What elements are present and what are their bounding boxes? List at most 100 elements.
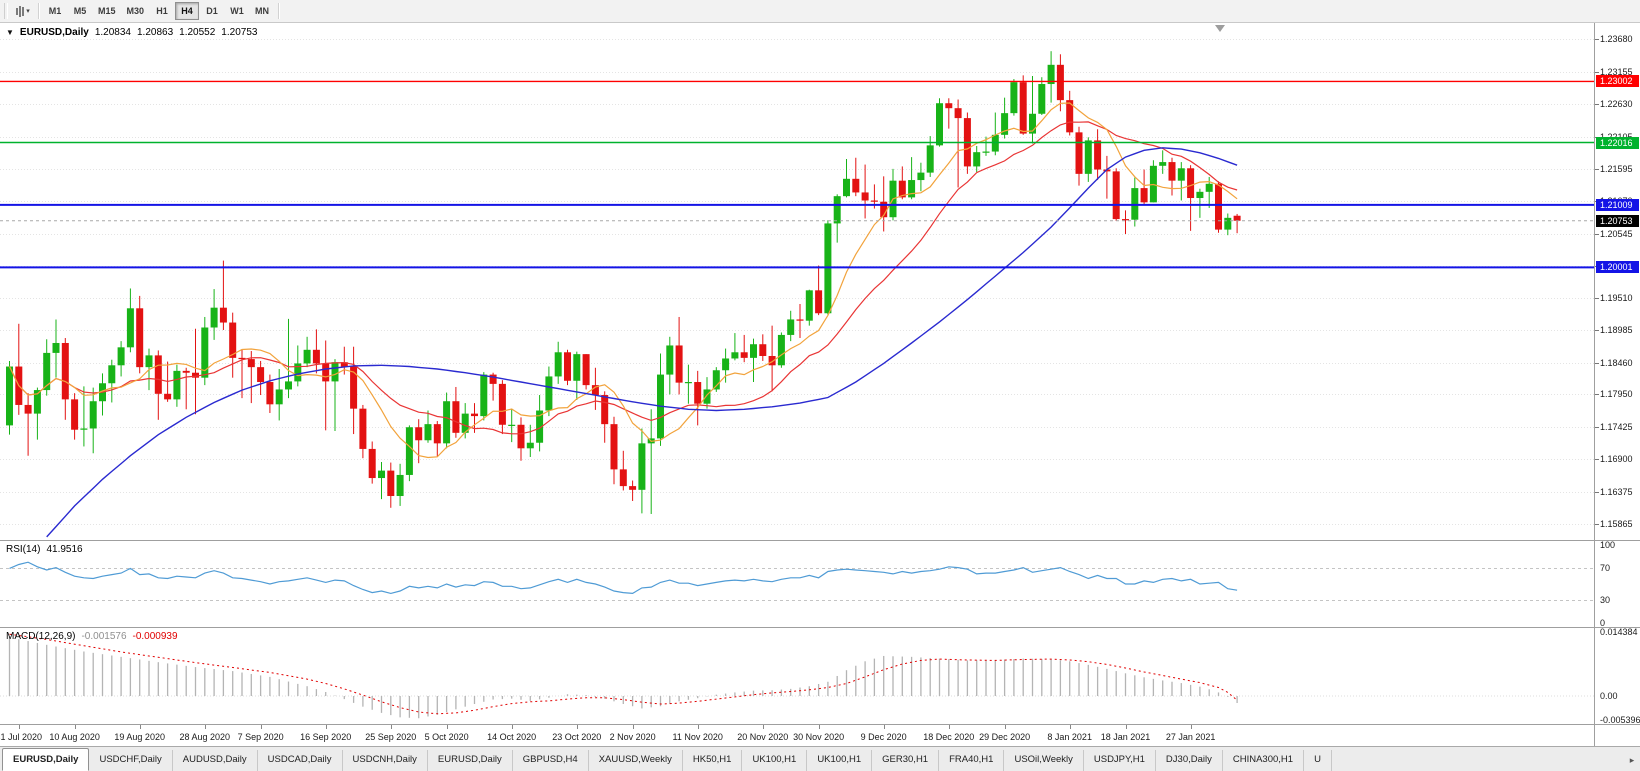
price-tick: 1.23155	[1600, 66, 1633, 77]
axis-corner	[1594, 725, 1640, 746]
date-label: 11 Nov 2020	[672, 732, 723, 742]
date-tickmark	[446, 725, 448, 729]
timeframe-button-h1[interactable]: H1	[150, 2, 174, 20]
date-label: 14 Oct 2020	[487, 732, 537, 742]
date-axis[interactable]: 31 Jul 2020 10 Aug 2020 19 Aug 2020 28 Aug …	[0, 724, 1640, 746]
rsi-axis-tick: 30	[1600, 594, 1611, 605]
price-tick: 1.18460	[1600, 357, 1633, 368]
rsi-pane: RSI(14) 41.9516 100 70 30 0	[0, 540, 1640, 628]
chart-tab-eurusd-daily[interactable]: EURUSD,Daily	[2, 748, 90, 771]
date-tickmark	[632, 725, 634, 729]
ohlc-low: 1.20552	[179, 27, 216, 38]
date-tickmark	[325, 725, 327, 729]
ohlc-open: 1.20834	[94, 27, 131, 38]
price-tickmark	[1595, 72, 1599, 73]
timeframe-button-m30[interactable]: M30	[122, 2, 150, 20]
date-tickmark	[1190, 725, 1192, 729]
chart-tab-eurusd-daily[interactable]: EURUSD,Daily	[428, 750, 513, 771]
price-tickmark	[1595, 104, 1599, 105]
timeframe-button-d1[interactable]: D1	[200, 2, 224, 20]
date-label: 10 Aug 2020	[49, 732, 100, 742]
chart-tabbar: EURUSD,Daily USDCHF,Daily AUDUSD,Daily USDC…	[0, 746, 1640, 771]
date-tickmark	[74, 725, 76, 729]
chart-tab-audusd-daily[interactable]: AUDUSD,Daily	[173, 750, 258, 771]
macd-chart-svg	[0, 633, 1594, 719]
timeframe-toolbar: ▾ M1 M5 M15 M30 H1 H4 D1 W1 MN	[0, 0, 1640, 23]
macd-indicator-name: MACD(12,26,9)	[6, 631, 76, 642]
price-pane: ▼ EURUSD,Daily 1.20834 1.20863 1.20552 1…	[0, 23, 1640, 540]
chart-tab-usoil-weekly[interactable]: USOil,Weekly	[1004, 750, 1084, 771]
quick-trade-toggle[interactable]: ▼	[6, 28, 14, 37]
rsi-label: RSI(14) 41.9516	[6, 544, 83, 555]
timeframe-button-m15[interactable]: M15	[93, 2, 121, 20]
price-tickmark	[1595, 234, 1599, 235]
rsi-line	[9, 561, 1238, 595]
price-axis[interactable]: 1.236801.231551.226301.221051.215951.210…	[1594, 23, 1640, 540]
chart-tabs: EURUSD,Daily USDCHF,Daily AUDUSD,Daily USDC…	[0, 748, 1624, 771]
price-tickmark	[1595, 524, 1599, 525]
chart-shift-marker[interactable]	[1215, 25, 1225, 32]
chart-tab-hk50-h1[interactable]: HK50,H1	[683, 750, 743, 771]
macd-plot[interactable]: MACD(12,26,9) -0.001576 -0.000939	[0, 628, 1594, 724]
date-tickmark	[1125, 725, 1127, 729]
chart-glyph-bar	[22, 6, 25, 16]
date-label: 19 Aug 2020	[114, 732, 165, 742]
price-tickmark	[1595, 394, 1599, 395]
date-tickmark	[762, 725, 764, 729]
price-plot[interactable]: ▼ EURUSD,Daily 1.20834 1.20863 1.20552 1…	[0, 23, 1594, 540]
chart-tab-u[interactable]: U	[1304, 750, 1332, 771]
chart-tab-usdcnh-daily[interactable]: USDCNH,Daily	[343, 750, 428, 771]
date-label: 9 Dec 2020	[860, 732, 907, 742]
chart-region: ▼ EURUSD,Daily 1.20834 1.20863 1.20552 1…	[0, 23, 1640, 746]
chart-tab-usdcad-daily[interactable]: USDCAD,Daily	[258, 750, 343, 771]
level-price-label[interactable]: 1.23002	[1596, 75, 1639, 88]
price-tick: 1.21595	[1600, 163, 1633, 174]
date-tickmark	[139, 725, 141, 729]
level-price-label[interactable]: 1.20001	[1596, 261, 1639, 274]
chart-tab-gbpusd-h4[interactable]: GBPUSD,H4	[513, 750, 589, 771]
chart-tab-fra40-h1[interactable]: FRA40,H1	[939, 750, 1005, 771]
chart-tab-ger30-h1[interactable]: GER30,H1	[872, 750, 940, 771]
rsi-plot[interactable]: RSI(14) 41.9516	[0, 541, 1594, 627]
date-tickmark	[576, 725, 578, 729]
timeframe-button-m5[interactable]: M5	[68, 2, 92, 20]
chevron-down-icon: ▾	[26, 8, 30, 15]
chart-tab-china300-h1[interactable]: CHINA300,H1	[1223, 750, 1305, 771]
level-price-label[interactable]: 1.21009	[1596, 198, 1639, 211]
toolbar-grip[interactable]	[4, 3, 8, 19]
level-price-label[interactable]: 1.22016	[1596, 136, 1639, 149]
ohlc-high: 1.20863	[136, 27, 174, 38]
date-tickmark	[818, 725, 820, 729]
chart-tab-dj30-daily[interactable]: DJ30,Daily	[1156, 750, 1223, 771]
date-label: 7 Sep 2020	[237, 732, 284, 742]
price-tickmark	[1595, 330, 1599, 331]
chart-tab-usdchf-daily[interactable]: USDCHF,Daily	[89, 750, 173, 771]
tab-scroll-right[interactable]: ▸	[1629, 755, 1635, 765]
price-tick: 1.17425	[1600, 421, 1633, 432]
macd-axis-tick: 0.014384	[1600, 627, 1638, 637]
price-tickmark	[1595, 169, 1599, 170]
rsi-axis-tick: 70	[1600, 563, 1611, 574]
chart-tab-xauusd-weekly[interactable]: XAUUSD,Weekly	[589, 750, 683, 771]
timeframe-button-h4[interactable]: H4	[175, 2, 200, 20]
chart-tab-usdjpy-h1[interactable]: USDJPY,H1	[1084, 750, 1156, 771]
date-tickmark	[1069, 725, 1071, 729]
macd-label: MACD(12,26,9) -0.001576 -0.000939	[6, 631, 178, 642]
chart-tab-uk100-h1[interactable]: UK100,H1	[742, 750, 808, 771]
current-price-label: 1.20753	[1596, 214, 1639, 227]
timeframe-button-m1[interactable]: M1	[43, 2, 67, 20]
chart-dropdown-icon[interactable]: ▾	[12, 2, 34, 20]
date-label: 18 Jan 2021	[1100, 732, 1151, 742]
macd-signal-value: -0.000939	[132, 631, 178, 642]
chart-tab-uk100-h1[interactable]: UK100,H1	[807, 750, 873, 771]
price-tick: 1.18985	[1600, 325, 1633, 336]
date-tickmark	[204, 725, 206, 729]
timeframe-button-mn[interactable]: MN	[250, 2, 274, 20]
date-label: 29 Dec 2020	[979, 732, 1031, 742]
price-grid	[0, 39, 1594, 525]
date-label: 27 Jan 2021	[1165, 732, 1216, 742]
timeframe-button-w1[interactable]: W1	[225, 2, 249, 20]
toolbar-separator	[38, 3, 39, 19]
rsi-axis: 100 70 30 0	[1594, 540, 1640, 628]
date-tickmark	[1004, 725, 1006, 729]
